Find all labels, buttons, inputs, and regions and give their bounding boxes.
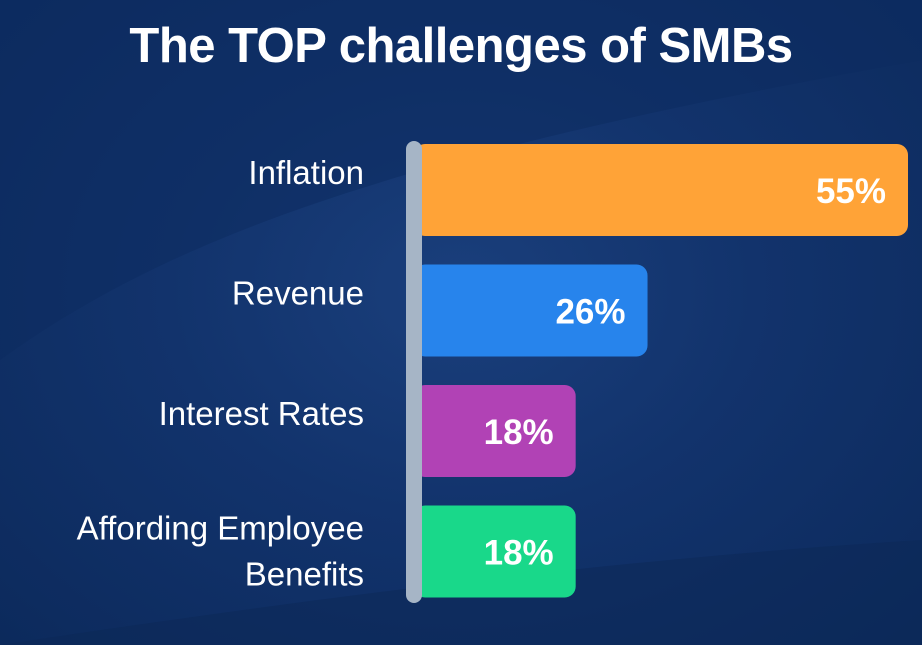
bar-affording-employee-benefits [414,505,576,598]
category-label-revenue: Revenue [232,275,364,312]
category-label-interest-rates: Interest Rates [159,395,364,432]
category-label-inflation: Inflation [248,154,364,191]
chart-title: The TOP challenges of SMBs [129,19,793,73]
value-label-interest-rates: 18% [484,413,554,452]
category-labels: Inflation Revenue Interest Rates Affording … [77,154,364,593]
value-label-affording-employee-benefits: 18% [484,534,554,573]
axis-line [406,141,422,603]
category-label-affording-employee-benefits: Affording Employee Benefits [77,510,364,593]
bar-interest-rates [414,385,576,477]
value-label-revenue: 26% [555,293,625,332]
bar-inflation [414,144,908,236]
bar-revenue [414,264,648,357]
value-label-inflation: 55% [816,172,886,211]
bars-layer: 55% 26% 18% 18% [414,144,908,598]
